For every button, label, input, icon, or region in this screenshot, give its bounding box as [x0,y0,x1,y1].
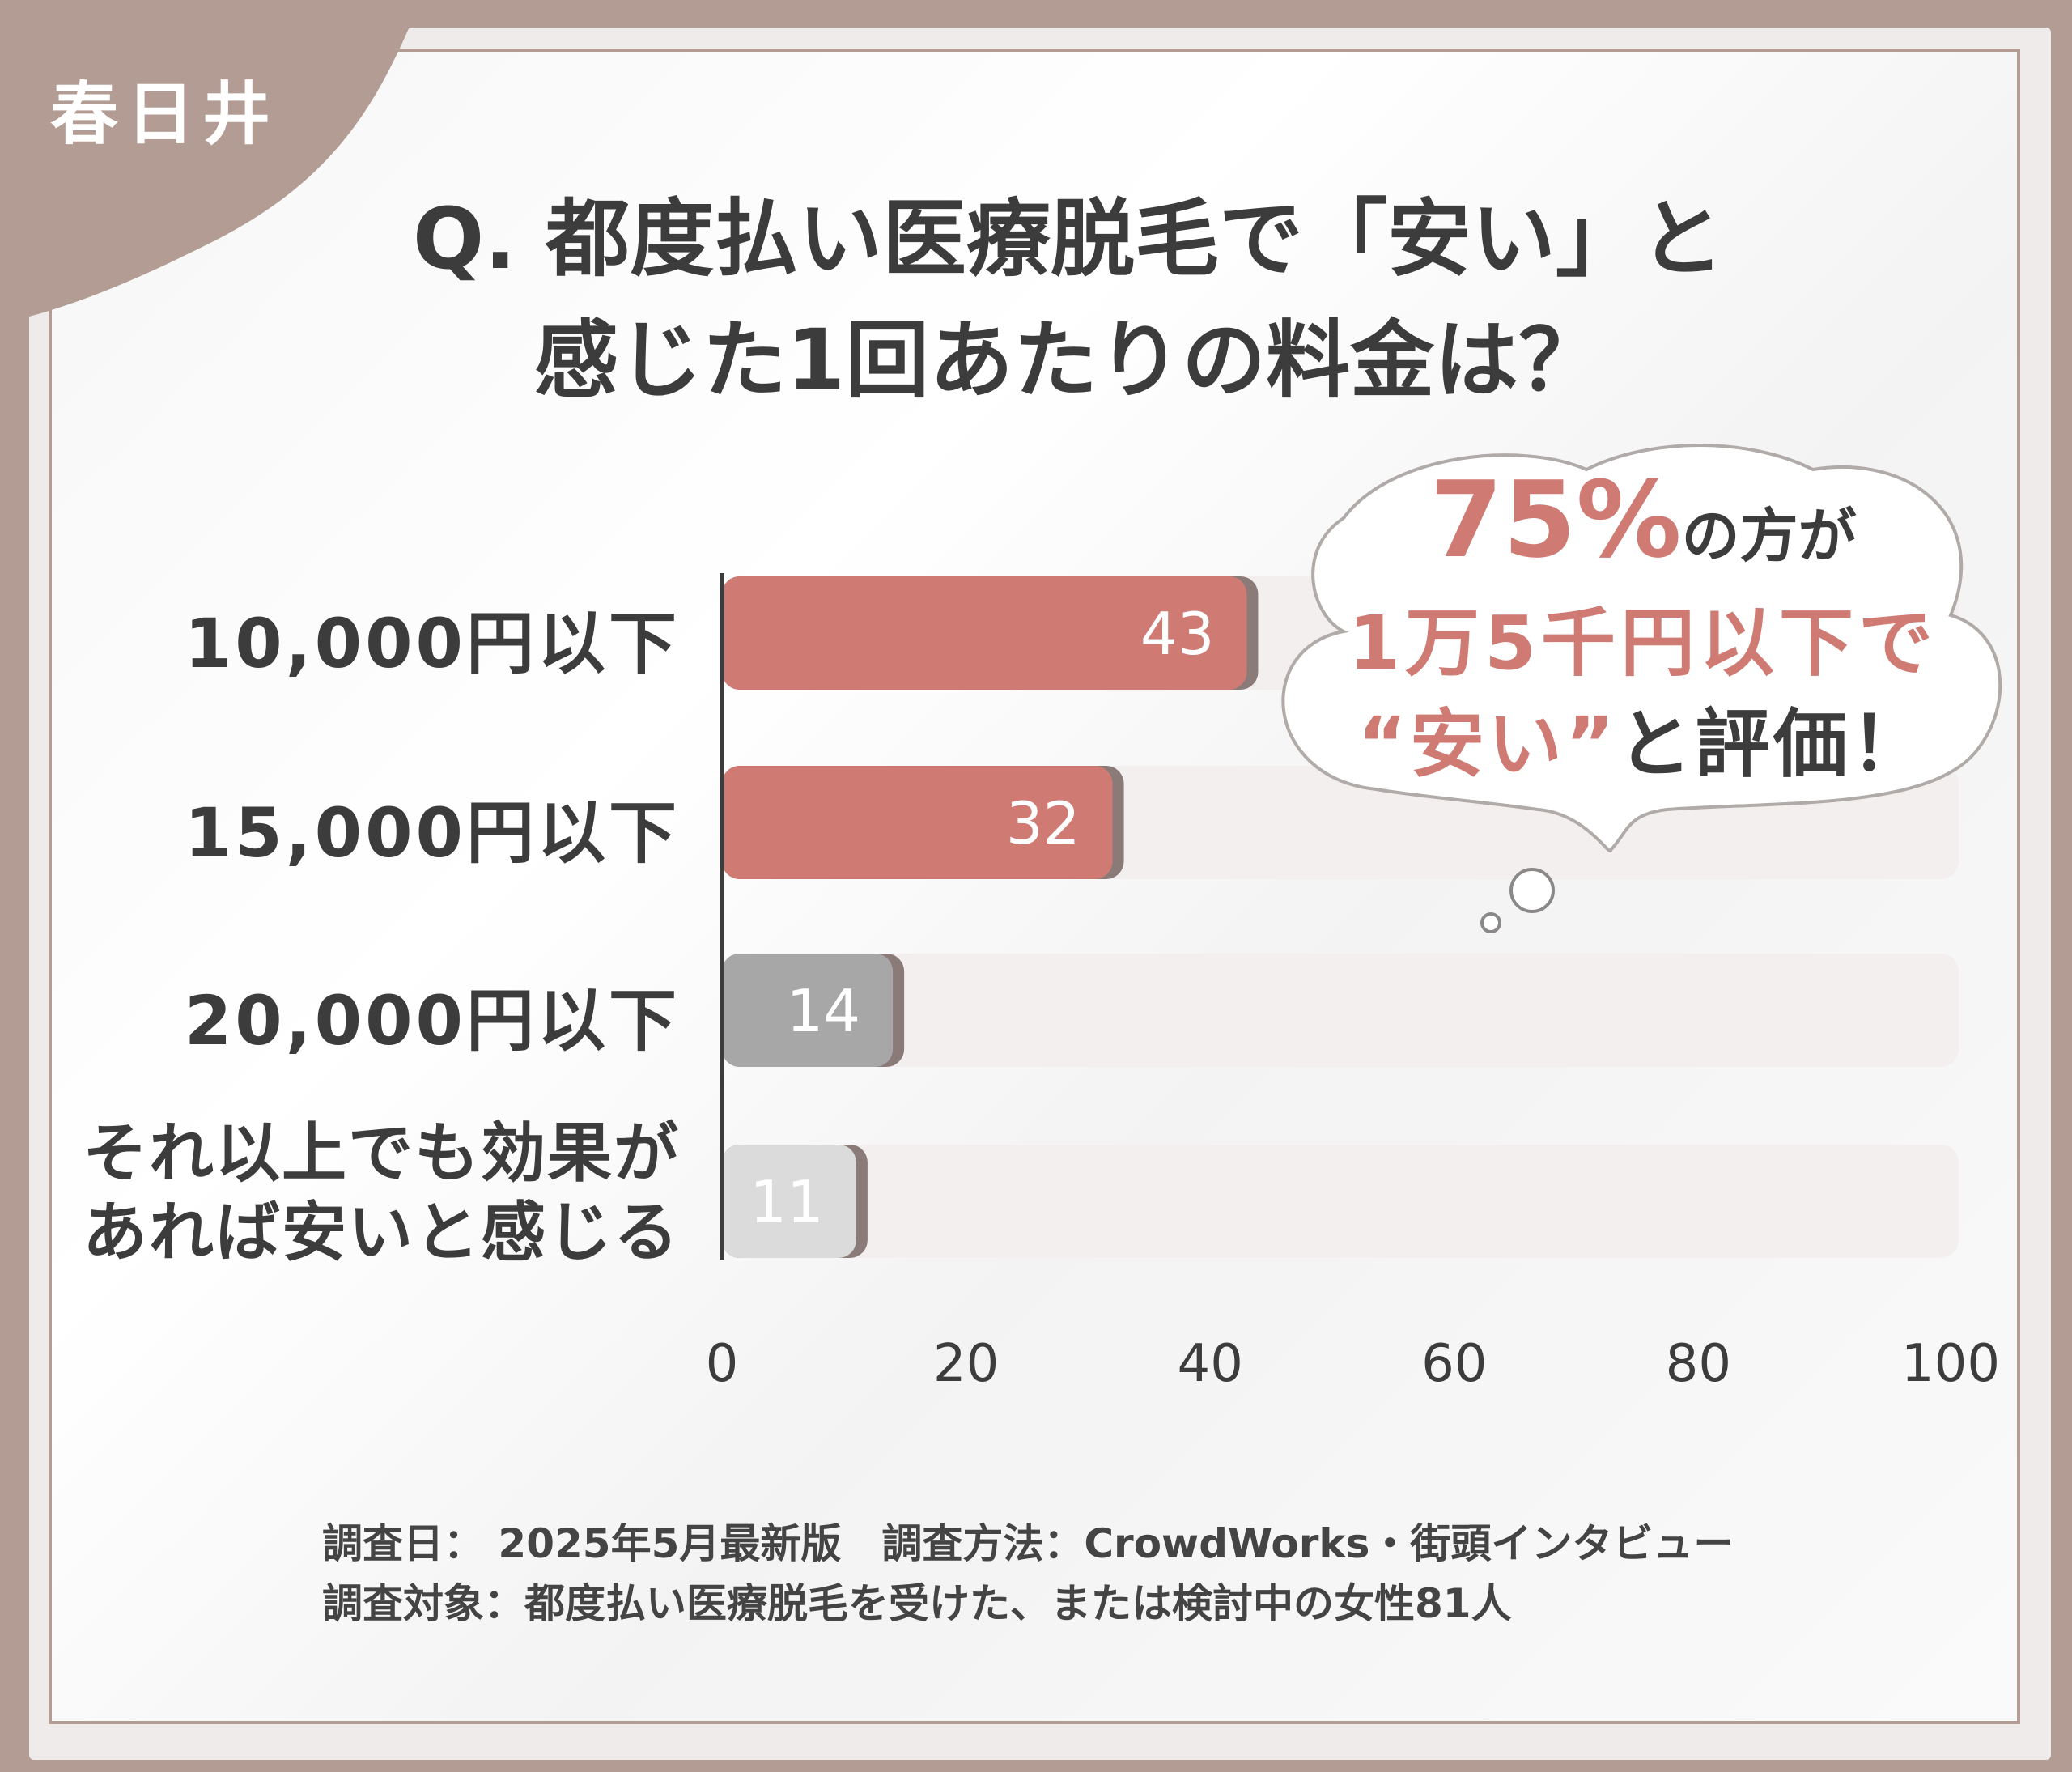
footnote-line2: 調査対象：都度払い医療脱毛を受けた、または検討中の女性81人 [322,1580,1512,1627]
bar-value-label: 32 [1006,789,1081,857]
x-tick-label: 40 [1177,1334,1242,1394]
bar-value-label: 43 [1140,600,1215,668]
x-tick-label: 100 [1901,1334,2000,1394]
bar [722,766,1113,879]
bar-track [722,1145,1959,1258]
category-label-line: 20,000円以下 [184,981,680,1060]
bar-value-label: 14 [786,977,860,1045]
bar-track [722,954,1959,1067]
callout-line1: 75%の方が [1279,458,2007,581]
question-title-line2: 感じた1回あたりの料金は？ [533,311,1603,410]
category-label-line: 15,000円以下 [184,793,680,873]
question-title-line1: Q. 都度払い医療脱毛で「安い」と [412,189,1725,288]
x-tick-label: 20 [933,1334,999,1394]
footnote-line1: 調査日： 2025年5月最新版 調査方法：CrowdWorks・街頭インタビュー [322,1520,1734,1567]
bar [722,1145,856,1258]
callout-line3-rest: と評価！ [1617,701,1929,788]
category-label: それ以上でも効果が あれば安いと感じる [83,1114,680,1273]
callout-line2: 1万5千円以下で [1348,600,1938,686]
category-label: 15,000円以下 [185,779,680,877]
card [49,49,2020,1724]
category-label-line: それ以上でも効果が [83,1115,680,1191]
city-label: 春日井 [50,74,279,154]
callout-text: 75%の方が 1万5千円以下で “安い”と評価！ [1279,453,2007,907]
x-tick-label: 80 [1666,1334,1731,1394]
callout-line1-rest: の方が [1681,502,1857,570]
bar [722,576,1247,690]
category-label: 20,000円以下 [185,967,680,1064]
corner-tab [0,0,421,324]
callout-line3: “安い”と評価！ [1279,684,2007,792]
category-label-line: 10,000円以下 [184,604,680,683]
callout-bubble [1281,444,2002,933]
survey-footnote: 調査日： 2025年5月最新版 調査方法：CrowdWorks・街頭インタビュー… [322,1514,1734,1634]
callout-percentage: 75% [1429,458,1682,581]
category-label-line: あれば安いと感じる [83,1195,680,1270]
bar-value-label: 11 [749,1168,824,1236]
category-label: 10,000円以下 [185,589,680,687]
x-tick-label: 60 [1421,1334,1487,1394]
x-tick-label: 0 [706,1334,739,1394]
bar [722,954,894,1067]
callout-yasui: “安い” [1357,701,1618,788]
